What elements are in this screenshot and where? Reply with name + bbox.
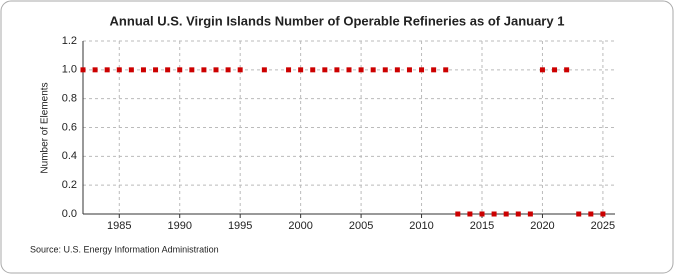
y-tick-label: 0.4 — [62, 150, 77, 162]
point — [443, 67, 449, 73]
y-axis-label: Number of Elements — [40, 82, 51, 173]
y-tick-label: 0.6 — [62, 121, 77, 133]
chart-title: Annual U.S. Virgin Islands Number of Ope… — [110, 13, 565, 28]
point — [491, 211, 497, 217]
frame — [0, 0, 674, 274]
y-tick-label: 0.8 — [62, 93, 77, 105]
x-tick-label: 2000 — [288, 220, 312, 232]
point — [394, 67, 400, 73]
point — [406, 67, 412, 73]
y-tick-label: 0.2 — [62, 179, 77, 191]
point — [153, 67, 159, 73]
x-tick-label: 2015 — [470, 220, 494, 232]
point — [128, 67, 134, 73]
x-tick-label: 1985 — [107, 220, 131, 232]
x-tick-label: 2005 — [349, 220, 373, 232]
point — [527, 211, 533, 217]
point — [237, 67, 243, 73]
point — [116, 67, 122, 73]
point — [165, 67, 171, 73]
point — [310, 67, 316, 73]
point — [80, 67, 86, 73]
point — [104, 67, 110, 73]
y-tick-label: 0.0 — [62, 208, 77, 220]
point — [588, 211, 594, 217]
x-tick-label: 2010 — [409, 220, 433, 232]
point — [298, 67, 304, 73]
point — [382, 67, 388, 73]
point — [539, 67, 545, 73]
point — [189, 67, 195, 73]
point — [140, 67, 146, 73]
point — [177, 67, 183, 73]
point — [346, 67, 352, 73]
point — [552, 67, 558, 73]
point — [92, 67, 98, 73]
point — [261, 67, 267, 73]
point — [286, 67, 292, 73]
point — [564, 67, 570, 73]
point — [431, 67, 437, 73]
point — [322, 67, 328, 73]
point — [370, 67, 376, 73]
y-tick-label: 1.0 — [62, 64, 77, 76]
point — [225, 67, 231, 73]
x-tick-label: 2025 — [591, 220, 615, 232]
point — [419, 67, 425, 73]
point — [503, 211, 509, 217]
point — [515, 211, 521, 217]
point — [213, 67, 219, 73]
point — [600, 211, 606, 217]
point — [358, 67, 364, 73]
x-tick-label: 1990 — [167, 220, 191, 232]
source: Source: U.S. Energy Information Administ… — [30, 244, 219, 254]
point — [455, 211, 461, 217]
point — [479, 211, 485, 217]
x-tick-label: 1995 — [228, 220, 252, 232]
point — [576, 211, 582, 217]
point — [201, 67, 207, 73]
x-tick-label: 2020 — [530, 220, 554, 232]
point — [467, 211, 473, 217]
point — [334, 67, 340, 73]
y-tick-label: 1.2 — [62, 35, 77, 47]
